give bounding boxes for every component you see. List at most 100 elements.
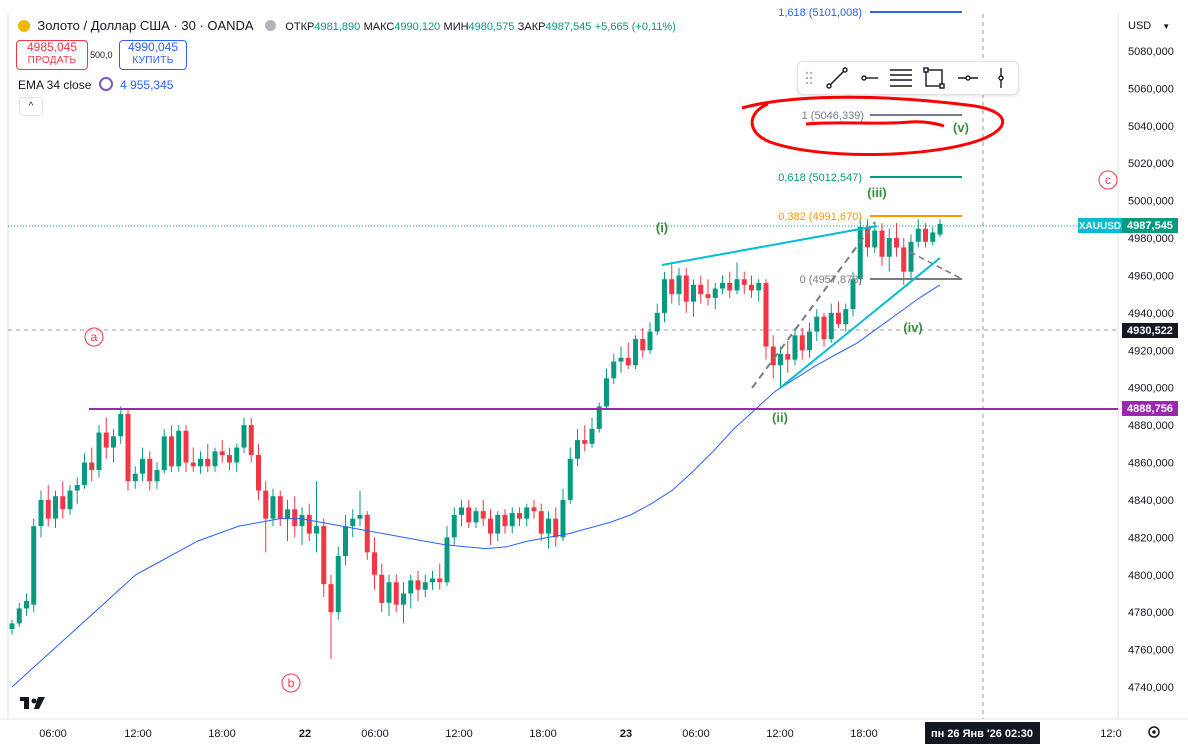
price-scale[interactable] bbox=[1118, 14, 1188, 720]
candle-body bbox=[669, 279, 675, 295]
vertical-line-icon[interactable] bbox=[998, 68, 1004, 88]
sell-button[interactable]: 4985,045 ПРОДАТЬ bbox=[16, 40, 88, 70]
wave-label-i: (i) bbox=[656, 220, 668, 235]
indicator-value: 4 955,345 bbox=[120, 78, 174, 92]
candle-body bbox=[604, 378, 609, 407]
candle-body bbox=[727, 282, 733, 291]
candle-body bbox=[125, 413, 131, 482]
price-tick-label: 4960,000 bbox=[1128, 270, 1174, 282]
candle-body bbox=[227, 455, 232, 463]
collapse-legend-button[interactable]: ^ bbox=[19, 97, 43, 116]
candle-body bbox=[821, 316, 827, 340]
tradingview-logo-icon[interactable] bbox=[20, 697, 45, 709]
candle-body bbox=[190, 462, 196, 467]
time-tick-label: 06:00 bbox=[361, 728, 389, 740]
candle-body bbox=[393, 582, 399, 605]
time-tick-label: 23 bbox=[620, 728, 632, 740]
candle-body bbox=[415, 580, 421, 590]
candle-body bbox=[263, 490, 269, 519]
wave-label-b: b bbox=[288, 676, 295, 690]
time-tick-label: 12:00 bbox=[445, 728, 473, 740]
candle-body bbox=[828, 312, 834, 340]
fib-retracement-icon[interactable] bbox=[890, 69, 912, 87]
horizontal-line-icon[interactable] bbox=[958, 75, 978, 81]
low-value: 4980,575 bbox=[468, 21, 515, 33]
close-value: 4987,545 bbox=[545, 21, 592, 33]
price-scale-ticks: 5080,000 5060,000 5040,000 5020,000 5000,000… bbox=[1128, 46, 1174, 694]
candle-body bbox=[705, 294, 711, 298]
candle-body bbox=[792, 335, 798, 360]
trendline-upper[interactable] bbox=[661, 225, 878, 266]
candle-body bbox=[901, 247, 907, 272]
market-status-icon[interactable] bbox=[264, 20, 276, 31]
sell-label: ПРОДАТЬ bbox=[27, 55, 77, 66]
candle-body bbox=[343, 526, 348, 557]
hand-drawn-circle-annotation[interactable] bbox=[741, 95, 1005, 157]
time-tick-label: 18:00 bbox=[529, 728, 557, 740]
legend-header: Золото / Доллар США · 30 · OANDA ОТКР498… bbox=[18, 18, 676, 33]
candle-body bbox=[82, 462, 87, 485]
high-value: 4990,120 bbox=[394, 21, 441, 33]
time-tick-label: 06:00 bbox=[39, 728, 67, 740]
candle-body bbox=[857, 226, 863, 280]
wave-label-ii: (ii) bbox=[772, 410, 788, 425]
buy-button[interactable]: 4990,045 КУПИТЬ bbox=[119, 40, 187, 70]
fib-0382-label: 0,382 (4991,670) bbox=[778, 211, 862, 223]
candle-body bbox=[517, 513, 522, 519]
wave-circle-b bbox=[281, 673, 301, 693]
crosshair-price-badge-text: 4930,522 bbox=[1127, 325, 1173, 337]
indicator-legend[interactable]: EMA 34 close 4 955,345 bbox=[18, 77, 173, 92]
wave-label-v: (v) bbox=[953, 120, 969, 135]
candle-body bbox=[306, 514, 312, 534]
horizontal-ray-icon[interactable] bbox=[861, 75, 878, 81]
candle-body bbox=[103, 432, 109, 448]
currency-selector[interactable]: USD ▼ bbox=[1122, 16, 1178, 36]
candle-body bbox=[531, 507, 537, 512]
candle-body bbox=[778, 354, 783, 366]
time-tick-label: 18:00 bbox=[208, 728, 236, 740]
fib-0618-label: 0,618 (5012,547) bbox=[778, 172, 862, 184]
settings-icon[interactable] bbox=[1148, 726, 1160, 738]
candle-body bbox=[299, 514, 305, 527]
candle-body bbox=[16, 608, 22, 624]
high-label: МАКС bbox=[363, 21, 395, 33]
drag-handle-icon[interactable] bbox=[805, 71, 813, 85]
candle-body bbox=[292, 509, 298, 527]
fib-trend-dashed-line[interactable] bbox=[751, 221, 876, 389]
candle-body bbox=[567, 458, 573, 500]
trend-line-icon[interactable] bbox=[826, 67, 848, 89]
candle-body bbox=[140, 458, 145, 474]
hand-drawn-underline-annotation[interactable] bbox=[805, 120, 945, 128]
candle-body bbox=[45, 499, 51, 519]
candle-body bbox=[734, 279, 740, 291]
candle-body bbox=[480, 511, 486, 519]
ema-settings-icon[interactable] bbox=[98, 77, 113, 91]
time-tick-label: 12:00 bbox=[766, 728, 794, 740]
candle-body bbox=[625, 357, 631, 366]
price-tick-label: 5080,000 bbox=[1128, 46, 1174, 58]
candle-body bbox=[538, 511, 544, 534]
rectangle-icon[interactable] bbox=[923, 67, 945, 89]
candle-body bbox=[807, 331, 812, 351]
candle-body bbox=[154, 470, 160, 482]
wave-circle-c bbox=[1098, 170, 1118, 190]
candle-body bbox=[502, 514, 508, 527]
candle-body bbox=[923, 228, 928, 242]
candle-body bbox=[524, 507, 530, 519]
candle-body bbox=[633, 339, 638, 366]
candle-body bbox=[321, 526, 327, 585]
trendline-wedge-lower[interactable] bbox=[779, 257, 941, 389]
candle-body bbox=[886, 238, 892, 257]
candle-body bbox=[879, 230, 885, 257]
candle-body bbox=[444, 537, 450, 583]
price-tick-label: 4940,000 bbox=[1128, 308, 1174, 320]
candle-body bbox=[473, 511, 479, 523]
candle-body bbox=[560, 499, 566, 538]
candle-body bbox=[430, 578, 435, 583]
time-scale-ticks: 06:00 12:00 18:00 22 06:00 12:00 18:00 23 06:00 1… bbox=[39, 728, 1121, 740]
symbol-title[interactable]: Золото / Доллар США · 30 · OANDA bbox=[37, 18, 254, 33]
candle-body bbox=[720, 282, 725, 289]
price-tick-label: 4860,000 bbox=[1128, 458, 1174, 470]
currency-label: USD bbox=[1128, 20, 1152, 32]
